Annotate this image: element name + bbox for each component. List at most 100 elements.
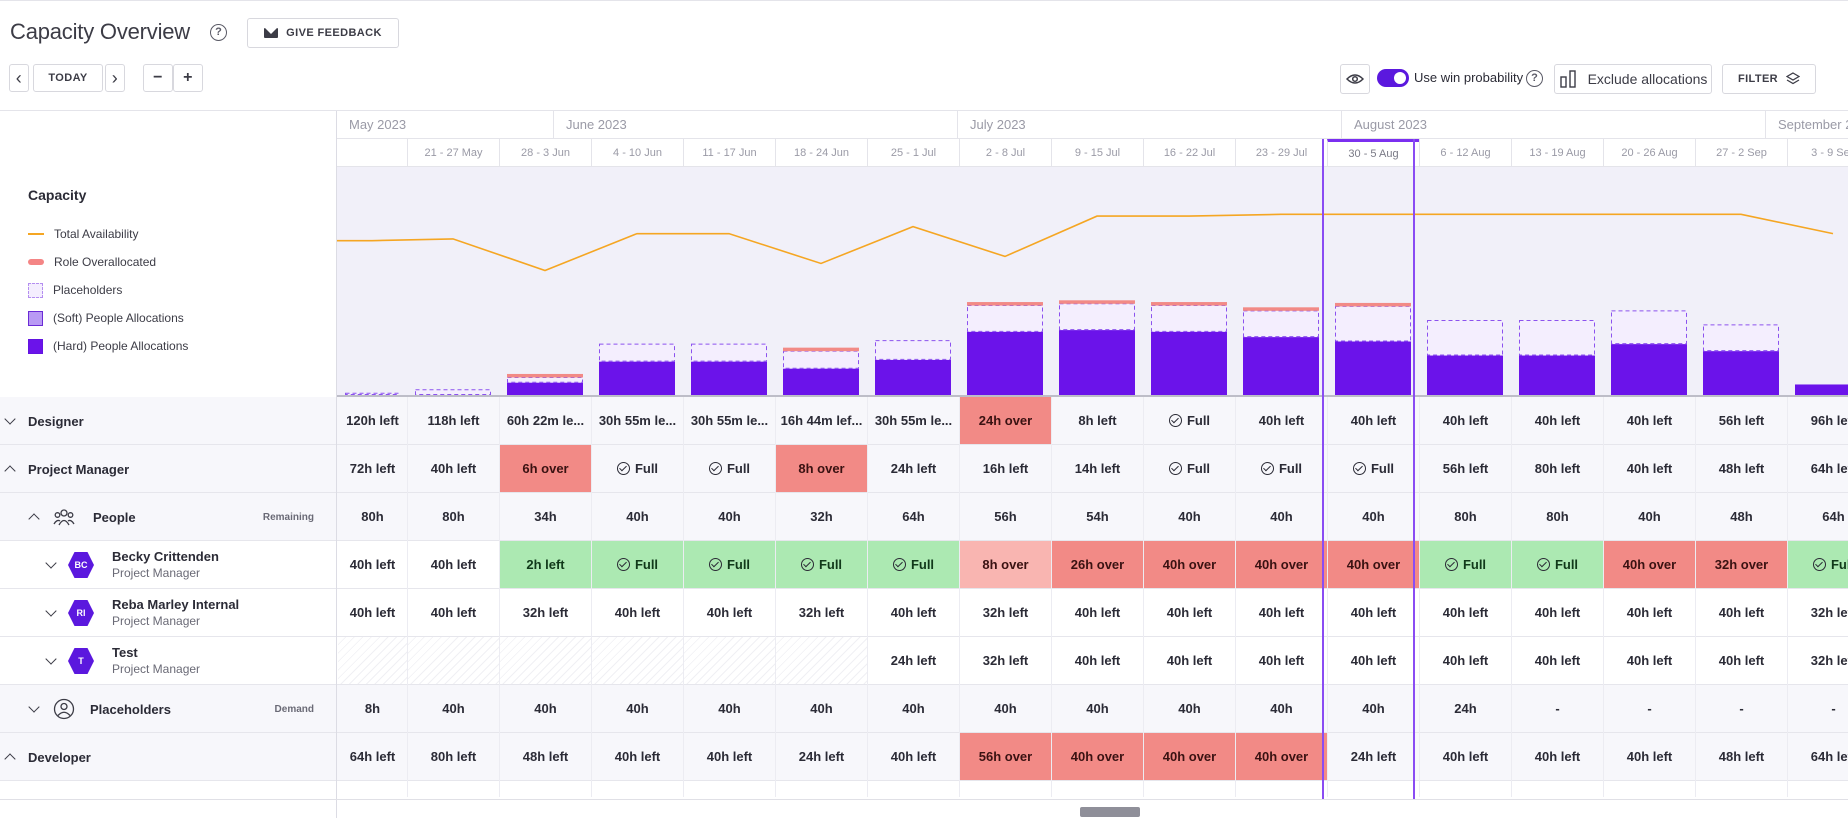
capacity-cell[interactable]: 40h: [1052, 685, 1143, 732]
exclude-allocations-button[interactable]: Exclude allocations: [1554, 64, 1712, 94]
capacity-cell[interactable]: 80h left: [408, 733, 499, 780]
capacity-cell[interactable]: 32h over: [1696, 541, 1787, 588]
today-button[interactable]: TODAY: [33, 64, 103, 92]
capacity-cell[interactable]: 24h left: [868, 445, 959, 492]
give-feedback-button[interactable]: GIVE FEEDBACK: [247, 18, 399, 48]
capacity-cell[interactable]: 40h left: [1236, 589, 1327, 636]
capacity-cell[interactable]: 40h left: [1328, 589, 1419, 636]
capacity-cell[interactable]: 40h left: [1512, 637, 1603, 684]
capacity-cell[interactable]: 48h left: [1696, 445, 1787, 492]
capacity-cell[interactable]: 24h: [1420, 685, 1511, 732]
capacity-cell[interactable]: 64h left: [338, 733, 407, 780]
capacity-cell[interactable]: 40h: [684, 685, 775, 732]
capacity-cell[interactable]: 48h left: [1696, 733, 1787, 780]
zoom-in-button[interactable]: +: [173, 64, 203, 92]
capacity-cell[interactable]: 30h 55m le...: [684, 397, 775, 444]
capacity-cell[interactable]: 64h left: [1788, 733, 1848, 780]
chevron-down-icon[interactable]: [45, 557, 57, 569]
capacity-cell[interactable]: [684, 637, 775, 684]
row-label[interactable]: Placeholders Demand: [0, 685, 337, 733]
capacity-cell[interactable]: 40h left: [408, 541, 499, 588]
row-label[interactable]: Project Manager: [0, 445, 337, 493]
capacity-cell[interactable]: 24h over: [960, 397, 1051, 444]
capacity-cell[interactable]: -: [1512, 685, 1603, 732]
filter-button[interactable]: FILTER: [1722, 64, 1816, 94]
capacity-cell[interactable]: 48h left: [500, 733, 591, 780]
capacity-cell[interactable]: 40h left: [684, 733, 775, 780]
capacity-cell[interactable]: 40h: [960, 685, 1051, 732]
capacity-cell[interactable]: Full: [1236, 445, 1327, 492]
capacity-cell[interactable]: 40h left: [408, 445, 499, 492]
capacity-cell[interactable]: -: [1604, 685, 1695, 732]
capacity-cell[interactable]: -: [1696, 685, 1787, 732]
capacity-cell[interactable]: 40h left: [1512, 397, 1603, 444]
capacity-cell[interactable]: 8h left: [1052, 397, 1143, 444]
capacity-cell[interactable]: [500, 637, 591, 684]
capacity-cell[interactable]: 16h left: [960, 445, 1051, 492]
row-label[interactable]: BC Becky Crittenden Project Manager: [0, 541, 337, 589]
row-label[interactable]: RI Reba Marley Internal Project Manager: [0, 589, 337, 637]
chevron-down-icon[interactable]: [45, 653, 57, 665]
capacity-cell[interactable]: 40h: [592, 493, 683, 540]
capacity-cell[interactable]: 32h left: [1788, 637, 1848, 684]
capacity-cell[interactable]: Full: [776, 541, 867, 588]
capacity-cell[interactable]: Full: [1144, 445, 1235, 492]
capacity-cell[interactable]: 80h: [1420, 493, 1511, 540]
capacity-cell[interactable]: 40h left: [338, 541, 407, 588]
capacity-cell[interactable]: 54h: [1052, 493, 1143, 540]
chevron-up-icon[interactable]: [4, 465, 16, 477]
zoom-out-button[interactable]: −: [143, 64, 173, 92]
capacity-cell[interactable]: 40h left: [1604, 589, 1695, 636]
capacity-cell[interactable]: 32h left: [960, 637, 1051, 684]
capacity-cell[interactable]: 40h left: [684, 589, 775, 636]
chevron-down-icon[interactable]: [45, 605, 57, 617]
capacity-cell[interactable]: [592, 637, 683, 684]
capacity-cell[interactable]: Full: [868, 541, 959, 588]
capacity-cell[interactable]: 32h left: [500, 589, 591, 636]
capacity-cell[interactable]: 40h left: [868, 733, 959, 780]
win-probability-help-icon[interactable]: ?: [1526, 70, 1543, 87]
capacity-cell[interactable]: 6h over: [500, 445, 591, 492]
capacity-cell[interactable]: 40h over: [1144, 733, 1235, 780]
capacity-cell[interactable]: 56h: [960, 493, 1051, 540]
capacity-cell[interactable]: 32h: [776, 493, 867, 540]
capacity-cell[interactable]: 40h: [1328, 685, 1419, 732]
capacity-cell[interactable]: 40h left: [1052, 637, 1143, 684]
capacity-cell[interactable]: 40h over: [1236, 541, 1327, 588]
capacity-cell[interactable]: 40h over: [1328, 541, 1419, 588]
capacity-cell[interactable]: 40h left: [408, 589, 499, 636]
help-icon[interactable]: ?: [210, 24, 227, 41]
capacity-cell[interactable]: 40h left: [1420, 733, 1511, 780]
capacity-cell[interactable]: Full: [1144, 397, 1235, 444]
capacity-cell[interactable]: [338, 637, 407, 684]
capacity-cell[interactable]: 40h left: [1604, 445, 1695, 492]
capacity-cell[interactable]: 30h 55m le...: [592, 397, 683, 444]
capacity-cell[interactable]: 40h left: [1328, 637, 1419, 684]
capacity-cell[interactable]: 40h left: [1420, 397, 1511, 444]
capacity-cell[interactable]: 40h over: [1604, 541, 1695, 588]
capacity-cell[interactable]: Full: [1328, 445, 1419, 492]
capacity-cell[interactable]: 64h: [868, 493, 959, 540]
capacity-cell[interactable]: 32h left: [776, 589, 867, 636]
capacity-cell[interactable]: 40h: [592, 685, 683, 732]
capacity-cell[interactable]: 24h left: [776, 733, 867, 780]
capacity-cell[interactable]: 40h left: [1604, 637, 1695, 684]
capacity-cell[interactable]: 40h left: [1604, 397, 1695, 444]
capacity-cell[interactable]: 40h left: [868, 589, 959, 636]
capacity-cell[interactable]: 64h left: [1788, 445, 1848, 492]
capacity-cell[interactable]: 48h: [1696, 493, 1787, 540]
capacity-cell[interactable]: 40h: [1236, 685, 1327, 732]
row-label[interactable]: T Test Project Manager: [0, 637, 337, 685]
capacity-cell[interactable]: 56h left: [1696, 397, 1787, 444]
capacity-cell[interactable]: Full: [592, 445, 683, 492]
capacity-cell[interactable]: 8h over: [960, 541, 1051, 588]
capacity-cell[interactable]: 40h left: [1604, 733, 1695, 780]
capacity-cell[interactable]: 72h left: [338, 445, 407, 492]
capacity-cell[interactable]: 32h left: [1788, 589, 1848, 636]
capacity-cell[interactable]: 80h: [408, 493, 499, 540]
capacity-cell[interactable]: [776, 637, 867, 684]
capacity-cell[interactable]: 40h left: [1696, 589, 1787, 636]
prev-period-button[interactable]: ‹: [9, 64, 29, 92]
capacity-cell[interactable]: Full: [1788, 541, 1848, 588]
chevron-up-icon[interactable]: [28, 513, 40, 525]
